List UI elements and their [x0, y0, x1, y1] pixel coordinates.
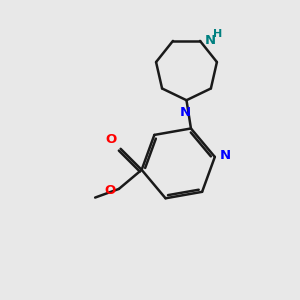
Text: N: N	[205, 34, 216, 47]
Text: N: N	[179, 106, 191, 118]
Text: H: H	[212, 29, 222, 39]
Text: O: O	[104, 184, 115, 197]
Text: N: N	[219, 149, 230, 162]
Text: O: O	[105, 134, 116, 146]
